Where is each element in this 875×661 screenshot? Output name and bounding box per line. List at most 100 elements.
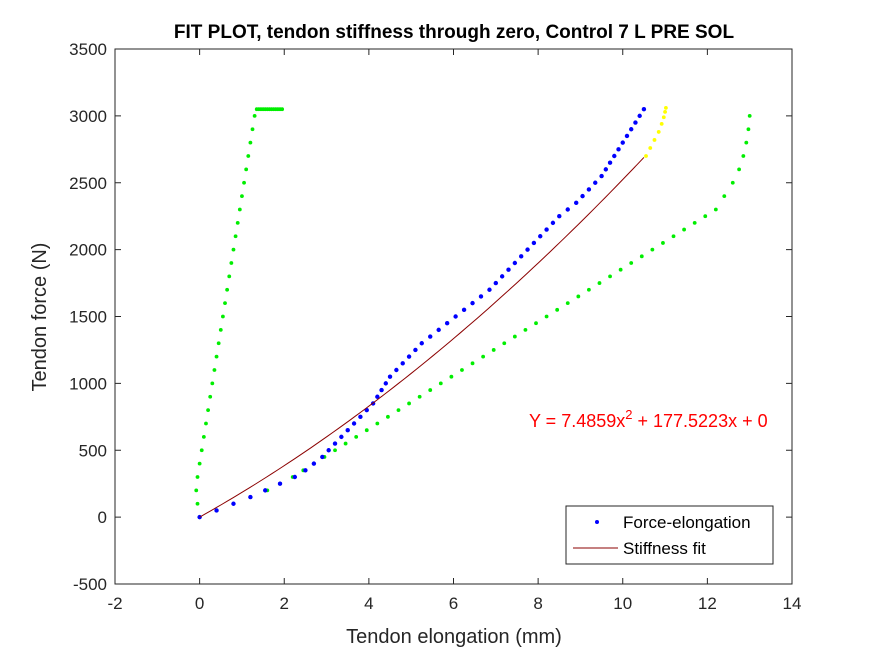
data-point [438, 381, 443, 386]
data-point [597, 281, 602, 285]
data-point [218, 327, 223, 332]
data-point [413, 347, 418, 353]
data-point [499, 274, 505, 279]
data-point [616, 147, 621, 152]
data-point [453, 314, 458, 319]
data-point [587, 287, 591, 292]
legend-marker-force [595, 520, 599, 524]
y-tick-label: 500 [79, 441, 107, 460]
x-tick-label: 14 [783, 594, 802, 613]
data-point [703, 214, 708, 219]
data-point [633, 120, 638, 125]
x-tick-label: -2 [107, 594, 122, 613]
data-point [364, 428, 369, 433]
data-point [512, 334, 517, 339]
data-point [339, 434, 344, 440]
data-point [574, 200, 579, 206]
data-point [223, 301, 227, 306]
data-point [624, 133, 630, 139]
legend: Force-elongation Stiffness fit [565, 505, 774, 565]
data-point [713, 207, 718, 212]
data-point [396, 408, 401, 413]
data-point [277, 481, 283, 486]
data-point [586, 187, 592, 192]
y-tick-label: 3000 [69, 107, 107, 126]
data-point [375, 421, 380, 426]
data-point [612, 153, 617, 159]
data-point [576, 294, 581, 299]
data-point [225, 287, 230, 292]
fit-equation: Y = 7.4859x2 + 177.5223x + 0 [529, 407, 768, 431]
data-point [741, 154, 746, 158]
data-point [544, 314, 549, 319]
data-point [618, 267, 623, 272]
data-point [603, 167, 609, 172]
data-point [744, 140, 749, 145]
data-point [248, 494, 253, 500]
data-point [620, 140, 625, 145]
data-point [538, 234, 543, 239]
data-point [659, 122, 664, 126]
data-point [565, 207, 570, 212]
data-point [237, 207, 242, 212]
data-point [580, 193, 585, 199]
data-point [345, 427, 350, 433]
data-point [263, 488, 268, 493]
data-point [478, 294, 484, 299]
data-point [637, 113, 642, 119]
data-point [240, 194, 244, 199]
y-tick-label: 2000 [69, 241, 107, 260]
y-tick-label: 1000 [69, 374, 107, 393]
x-tick-label: 0 [195, 594, 204, 613]
data-point [428, 388, 433, 392]
legend-label-force: Force-elongation [623, 513, 751, 532]
data-point [351, 421, 357, 426]
data-point [231, 247, 236, 252]
y-tick-label: -500 [73, 575, 107, 594]
data-point [460, 368, 464, 372]
data-point [354, 434, 359, 439]
data-point [320, 454, 325, 460]
data-point [428, 334, 433, 339]
data-point [661, 241, 665, 245]
data-point [737, 167, 742, 172]
data-point [747, 113, 752, 118]
data-point [201, 434, 206, 439]
data-point [652, 138, 657, 142]
data-point [195, 501, 200, 506]
y-tick-label: 0 [98, 508, 107, 527]
legend-label-fit: Stiffness fit [623, 539, 706, 558]
data-point [204, 421, 208, 426]
data-point [212, 368, 217, 372]
x-tick-label: 10 [613, 594, 632, 613]
data-point [292, 474, 298, 480]
data-point [358, 414, 363, 420]
data-point [746, 127, 751, 132]
data-point [235, 220, 240, 225]
data-point [550, 220, 556, 226]
data-point [343, 441, 348, 446]
fit-equation-exponent: 2 [625, 407, 632, 422]
data-point [487, 287, 492, 292]
x-axis-label: Tendon elongation (mm) [346, 626, 562, 648]
data-point [394, 367, 399, 373]
data-point [493, 280, 499, 286]
data-point [506, 267, 511, 272]
data-point [491, 348, 496, 352]
data-point [208, 394, 213, 399]
data-point [682, 227, 687, 232]
data-point [656, 130, 661, 134]
data-point [557, 213, 562, 219]
data-point [671, 234, 676, 239]
data-point [629, 261, 634, 265]
data-point [436, 327, 441, 333]
data-point [233, 234, 238, 239]
data-point [244, 167, 249, 172]
data-point [722, 194, 727, 199]
data-point [214, 508, 219, 513]
data-point [194, 488, 199, 493]
data-point [544, 227, 549, 232]
data-point [470, 300, 475, 306]
data-point [383, 381, 388, 386]
data-point [481, 354, 486, 359]
